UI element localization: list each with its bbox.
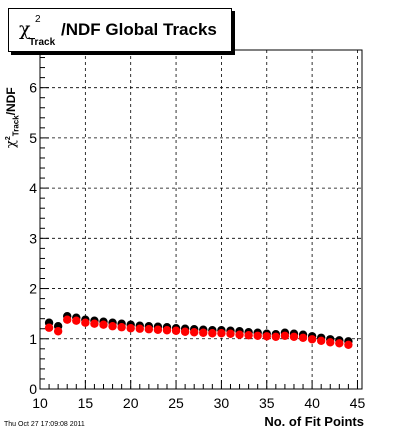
x-tick-label: 45 xyxy=(350,395,366,411)
data-point-series-2 xyxy=(226,329,235,338)
x-tick-label: 40 xyxy=(304,395,320,411)
data-point-series-2 xyxy=(126,324,135,333)
data-point-series-2 xyxy=(326,338,335,347)
data-point-series-2 xyxy=(162,326,172,335)
ylabel-text: /NDF xyxy=(4,87,18,116)
data-point-series-2 xyxy=(335,339,344,348)
x-tick-label: 20 xyxy=(123,395,139,411)
x-tick-label: 25 xyxy=(168,395,184,411)
data-point-series-2 xyxy=(144,325,154,334)
data-point-series-2 xyxy=(63,315,72,324)
title-chi-symbol: χ xyxy=(19,18,31,40)
data-point-series-2 xyxy=(99,320,108,329)
data-point-series-2 xyxy=(108,322,117,331)
grid xyxy=(40,50,362,389)
data-point-series-2 xyxy=(199,328,208,337)
y-tick-label: 4 xyxy=(29,180,37,196)
y-tick-label: 5 xyxy=(29,130,37,146)
data-point-series-2 xyxy=(280,331,290,340)
data-points xyxy=(44,311,353,350)
data-point-series-2 xyxy=(171,326,181,335)
data-point-series-2 xyxy=(289,332,299,341)
data-point-series-2 xyxy=(316,336,326,345)
data-point-series-2 xyxy=(235,330,244,339)
data-point-series-2 xyxy=(244,331,253,340)
y-tick-label: 2 xyxy=(29,281,37,297)
title-text: /NDF Global Tracks xyxy=(61,20,217,39)
x-axis-label: No. of Fit Points xyxy=(264,414,364,429)
ylabel-subscript: Track xyxy=(11,115,21,137)
x-tick-label: 10 xyxy=(32,395,48,411)
data-point-series-2 xyxy=(90,319,99,328)
data-point-series-2 xyxy=(298,333,308,342)
y-tick-label: 1 xyxy=(29,331,37,347)
data-point-series-2 xyxy=(189,328,199,337)
data-point-series-2 xyxy=(217,329,226,338)
ylabel-chi-symbol: χ xyxy=(4,140,19,148)
ylabel-superscript: 2 xyxy=(5,136,12,141)
timestamp: Thu Oct 27 17:09:08 2011 xyxy=(4,421,85,428)
data-point-series-2 xyxy=(135,324,144,333)
data-point-series-2 xyxy=(307,335,317,344)
data-point-series-2 xyxy=(253,331,262,340)
y-tick-label: 3 xyxy=(29,230,37,246)
data-point-series-2 xyxy=(44,323,54,332)
data-point-series-2 xyxy=(53,327,63,336)
data-point-series-2 xyxy=(208,329,217,338)
x-tick-label: 35 xyxy=(259,395,275,411)
data-point-series-2 xyxy=(262,332,271,341)
data-point-series-2 xyxy=(271,332,281,341)
x-tick-label: 30 xyxy=(214,395,230,411)
y-axis-label: χ2Track/NDF xyxy=(2,40,28,150)
y-tick-label: 6 xyxy=(29,80,37,96)
y-tick-label: 0 xyxy=(29,381,37,397)
chart-title: χ 2 Track /NDF Global Tracks xyxy=(8,8,232,52)
x-tick-label: 15 xyxy=(78,395,94,411)
data-point-series-2 xyxy=(72,316,81,325)
data-point-series-2 xyxy=(180,327,190,336)
data-point-series-2 xyxy=(117,323,126,332)
title-superscript: 2 xyxy=(35,14,41,25)
data-point-series-2 xyxy=(153,325,163,334)
title-subscript: Track xyxy=(29,37,56,48)
data-point-series-2 xyxy=(81,318,90,327)
data-point-series-2 xyxy=(344,340,353,350)
